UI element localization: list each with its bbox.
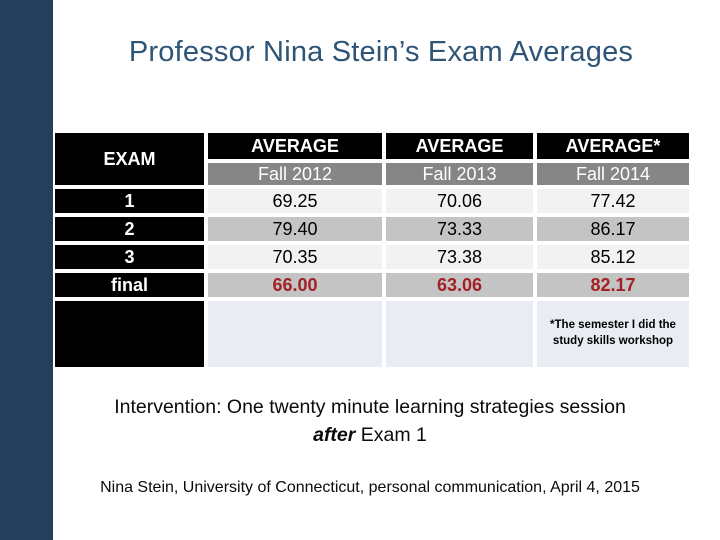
- value-final-fall2012: 66.00: [208, 273, 382, 297]
- column-header-fall2014: AVERAGE*: [537, 133, 689, 159]
- value-exam3-fall2012: 70.35: [208, 245, 382, 269]
- intervention-text: Intervention: One twenty minute learning…: [45, 394, 695, 449]
- value-exam2-fall2013: 73.33: [386, 217, 533, 241]
- intervention-emphasis: after: [313, 423, 356, 446]
- row-label-exam2: 2: [55, 217, 204, 241]
- value-exam1-fall2014: 77.42: [537, 189, 689, 213]
- intervention-line1: Intervention: One twenty minute learning…: [114, 396, 626, 418]
- row-label-exam1: 1: [55, 189, 204, 213]
- subheader-fall2014: Fall 2014: [537, 163, 689, 185]
- bottom-filler-black: [55, 301, 204, 367]
- exam-averages-table: EXAM AVERAGE AVERAGE AVERAGE* Fall 2012 …: [55, 133, 689, 367]
- bottom-empty-fall2013: [386, 301, 533, 367]
- left-accent-bar: [0, 0, 53, 540]
- bottom-empty-fall2012: [208, 301, 382, 367]
- value-exam1-fall2013: 70.06: [386, 189, 533, 213]
- citation-text: Nina Stein, University of Connecticut, p…: [100, 479, 640, 496]
- column-header-fall2012: AVERAGE: [208, 133, 382, 159]
- value-exam3-fall2013: 73.38: [386, 245, 533, 269]
- table-footnote: *The semester I did the study skills wor…: [537, 301, 689, 367]
- table-corner-header: EXAM: [55, 133, 204, 185]
- row-label-final: final: [55, 273, 204, 297]
- value-exam2-fall2012: 79.40: [208, 217, 382, 241]
- intervention-line2-rest: Exam 1: [355, 423, 427, 446]
- value-final-fall2013: 63.06: [386, 273, 533, 297]
- row-label-exam3: 3: [55, 245, 204, 269]
- value-exam1-fall2012: 69.25: [208, 189, 382, 213]
- column-header-fall2013: AVERAGE: [386, 133, 533, 159]
- value-final-fall2014: 82.17: [537, 273, 689, 297]
- subheader-fall2013: Fall 2013: [386, 163, 533, 185]
- value-exam3-fall2014: 85.12: [537, 245, 689, 269]
- value-exam2-fall2014: 86.17: [537, 217, 689, 241]
- subheader-fall2012: Fall 2012: [208, 163, 382, 185]
- page-title: Professor Nina Stein’s Exam Averages: [128, 36, 634, 68]
- intervention-line2: after Exam 1: [45, 422, 695, 450]
